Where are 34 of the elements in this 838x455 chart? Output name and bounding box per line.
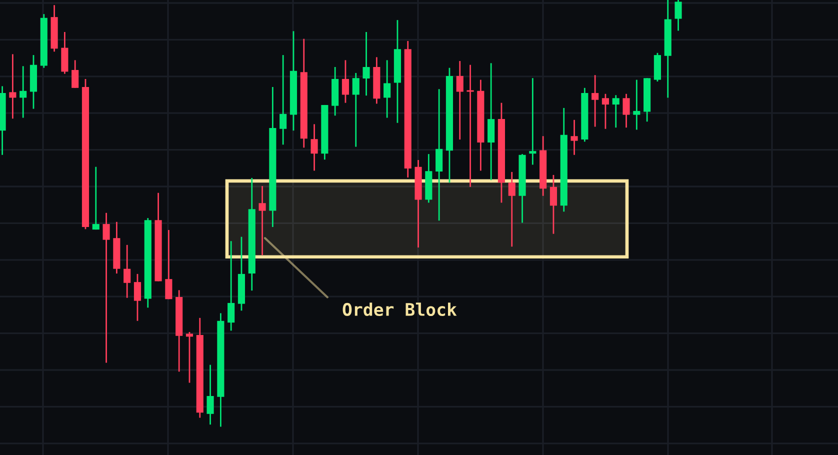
candlestick	[488, 62, 495, 181]
candlestick	[134, 273, 142, 322]
candlestick	[61, 31, 68, 75]
candlestick	[165, 229, 172, 300]
candlestick	[9, 53, 16, 120]
candlestick	[622, 93, 630, 128]
candlestick	[310, 123, 318, 172]
candlestick	[529, 77, 536, 166]
candlestick	[20, 65, 27, 118]
candlestick	[342, 59, 350, 104]
candlestick	[258, 185, 266, 256]
band-label: Order Block	[342, 302, 457, 316]
candlestick	[602, 93, 609, 130]
candlestick	[102, 212, 110, 364]
candlestick	[550, 174, 558, 235]
candlestick	[466, 64, 474, 188]
candlestick	[362, 31, 370, 96]
candlestick	[124, 244, 131, 299]
candlestick	[228, 240, 235, 332]
candlestick	[206, 364, 214, 426]
candlestick	[508, 171, 516, 248]
candlestick	[456, 60, 464, 140]
candlestick	[570, 119, 578, 156]
candlestick	[674, 0, 682, 32]
candlestick	[72, 59, 79, 89]
candlestick	[384, 59, 391, 118]
candlestick	[436, 88, 443, 222]
candlestick	[612, 94, 620, 128]
candlestick	[352, 72, 360, 148]
candlestick	[592, 74, 599, 128]
candlestick	[186, 331, 194, 384]
candlestick	[280, 54, 287, 146]
candlestick	[633, 79, 640, 130]
candlestick	[92, 166, 100, 230]
